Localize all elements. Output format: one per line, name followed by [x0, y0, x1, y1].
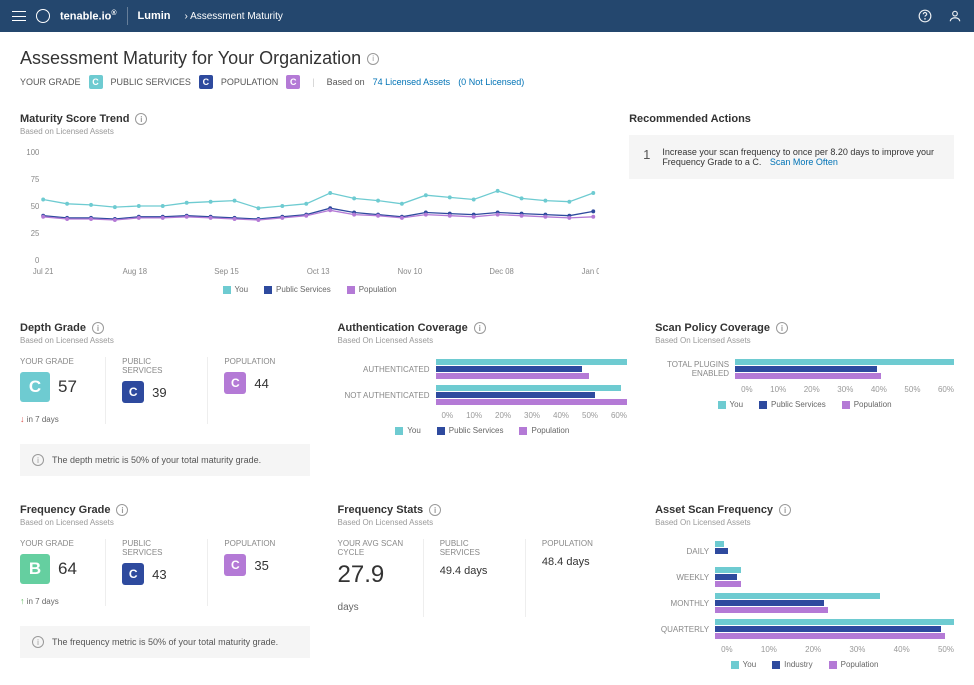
- svg-text:Sep 15: Sep 15: [214, 267, 239, 276]
- svg-text:25: 25: [31, 229, 40, 238]
- stat-pop-value: 48.4 days: [542, 556, 611, 568]
- scanpolicy-title: Scan Policy Coveragei: [655, 322, 954, 334]
- scanpolicy-legend: You Public Services Population: [655, 400, 954, 409]
- page-title: Assessment Maturity for Your Organizatio…: [20, 48, 361, 69]
- auth-title: Authentication Coveragei: [338, 322, 628, 334]
- recommended-number: 1: [643, 147, 650, 167]
- info-icon[interactable]: i: [92, 322, 104, 334]
- info-icon[interactable]: i: [135, 113, 147, 125]
- stat-public-value: 49.4 days: [440, 565, 509, 577]
- auth-legend: You Public Services Population: [338, 426, 628, 435]
- help-icon[interactable]: [918, 9, 932, 23]
- assetfreq-chart: DAILYWEEKLYMONTHLYQUARTERLY0%10%20%30%40…: [655, 539, 954, 654]
- freq-public-score: 43: [152, 567, 166, 582]
- svg-text:Jul 21: Jul 21: [33, 267, 54, 276]
- product-name[interactable]: Lumin: [138, 10, 171, 22]
- svg-text:Nov 10: Nov 10: [398, 267, 423, 276]
- not-licensed-link[interactable]: (0 Not Licensed): [458, 77, 524, 87]
- depth-public-grade: C: [122, 381, 144, 403]
- population-label: POPULATION: [221, 77, 278, 87]
- freq-public-grade: C: [122, 563, 144, 585]
- scanpolicy-sub: Based On Licensed Assets: [655, 336, 954, 345]
- pop-grade-chip: C: [286, 75, 300, 89]
- svg-text:Jan 05: Jan 05: [582, 267, 599, 276]
- freq-sub: Based on Licensed Assets: [20, 518, 310, 527]
- user-icon[interactable]: [948, 9, 962, 23]
- avg-label: YOUR AVG SCAN CYCLE: [338, 539, 407, 557]
- depth-title: Depth Gradei: [20, 322, 310, 334]
- your-grade-label: YOUR GRADE: [20, 77, 81, 87]
- svg-text:0: 0: [35, 256, 40, 265]
- depth-public-label: PUBLIC SERVICES: [122, 357, 191, 375]
- app-header: tenable.io® Lumin › Assessment Maturity: [0, 0, 974, 32]
- depth-pop-label: POPULATION: [224, 357, 293, 366]
- svg-text:Dec 08: Dec 08: [489, 267, 514, 276]
- scanpolicy-chart: TOTAL PLUGINS ENABLED0%10%20%30%40%50%60…: [655, 357, 954, 394]
- depth-your-label: YOUR GRADE: [20, 357, 89, 366]
- stat-pop-label: POPULATION: [542, 539, 611, 548]
- depth-sub: Based on Licensed Assets: [20, 336, 310, 345]
- trend-legend: You Public Services Population: [20, 285, 599, 294]
- brand-name: tenable.io®: [60, 10, 117, 23]
- public-services-label: PUBLIC SERVICES: [111, 77, 191, 87]
- svg-text:50: 50: [31, 202, 40, 211]
- licensed-assets-link[interactable]: 74 Licensed Assets: [373, 77, 451, 87]
- svg-text:75: 75: [31, 175, 40, 184]
- info-icon[interactable]: i: [474, 322, 486, 334]
- freq-pop-score: 35: [254, 558, 268, 573]
- assetfreq-legend: You Industry Population: [655, 660, 954, 669]
- info-icon[interactable]: i: [429, 504, 441, 516]
- freqstats-title: Frequency Statsi: [338, 504, 628, 516]
- freq-public-label: PUBLIC SERVICES: [122, 539, 191, 557]
- summary-bar: YOUR GRADE C PUBLIC SERVICES C POPULATIO…: [20, 75, 954, 89]
- freq-title: Frequency Gradei: [20, 504, 310, 516]
- freq-trend: ↑ in 7 days: [20, 596, 89, 606]
- freq-pop-label: POPULATION: [224, 539, 293, 548]
- recommended-card[interactable]: 1 Increase your scan frequency to once p…: [629, 135, 954, 179]
- assetfreq-sub: Based On Licensed Assets: [655, 518, 954, 527]
- header-left: tenable.io® Lumin › Assessment Maturity: [12, 7, 283, 25]
- stat-public-label: PUBLIC SERVICES: [440, 539, 509, 557]
- public-grade-chip: C: [199, 75, 213, 89]
- info-icon[interactable]: i: [367, 53, 379, 65]
- depth-your-score: 57: [58, 377, 77, 397]
- svg-text:Aug 18: Aug 18: [123, 267, 148, 276]
- trend-chart: 0 25 50 75 100 Jul 21 Aug 18 Sep 15 Oct 13 Nov 10…: [20, 146, 599, 279]
- trend-title: Maturity Score Trendi: [20, 113, 599, 125]
- depth-info: iThe depth metric is 50% of your total m…: [20, 444, 310, 476]
- based-on-label: Based on: [327, 77, 365, 87]
- depth-trend: ↓ in 7 days: [20, 414, 89, 424]
- freq-your-label: YOUR GRADE: [20, 539, 89, 548]
- freq-pop-grade: C: [224, 554, 246, 576]
- depth-public-score: 39: [152, 385, 166, 400]
- assetfreq-title: Asset Scan Frequencyi: [655, 504, 954, 516]
- freq-your-score: 64: [58, 559, 77, 579]
- freqstats-sub: Based On Licensed Assets: [338, 518, 628, 527]
- svg-text:Oct 13: Oct 13: [307, 267, 330, 276]
- trend-sub: Based on Licensed Assets: [20, 127, 599, 136]
- auth-chart: AUTHENTICATEDNOT AUTHENTICATED0%10%20%30…: [338, 357, 628, 420]
- freq-info: iThe frequency metric is 50% of your tot…: [20, 626, 310, 658]
- header-right: [918, 9, 962, 23]
- info-icon[interactable]: i: [116, 504, 128, 516]
- menu-icon[interactable]: [12, 11, 26, 21]
- your-grade-chip: C: [89, 75, 103, 89]
- logo-icon: [36, 9, 50, 23]
- depth-pop-grade: C: [224, 372, 246, 394]
- scan-more-link[interactable]: Scan More Often: [770, 157, 838, 167]
- depth-pop-score: 44: [254, 376, 268, 391]
- recommended-title: Recommended Actions: [629, 113, 954, 125]
- depth-your-grade: C: [20, 372, 50, 402]
- freq-your-grade: B: [20, 554, 50, 584]
- auth-sub: Based On Licensed Assets: [338, 336, 628, 345]
- info-icon[interactable]: i: [779, 504, 791, 516]
- header-divider: [127, 7, 128, 25]
- breadcrumb: › Assessment Maturity: [185, 11, 283, 22]
- svg-text:100: 100: [26, 148, 39, 157]
- info-icon[interactable]: i: [776, 322, 788, 334]
- avg-value: 27.9 days: [338, 561, 407, 617]
